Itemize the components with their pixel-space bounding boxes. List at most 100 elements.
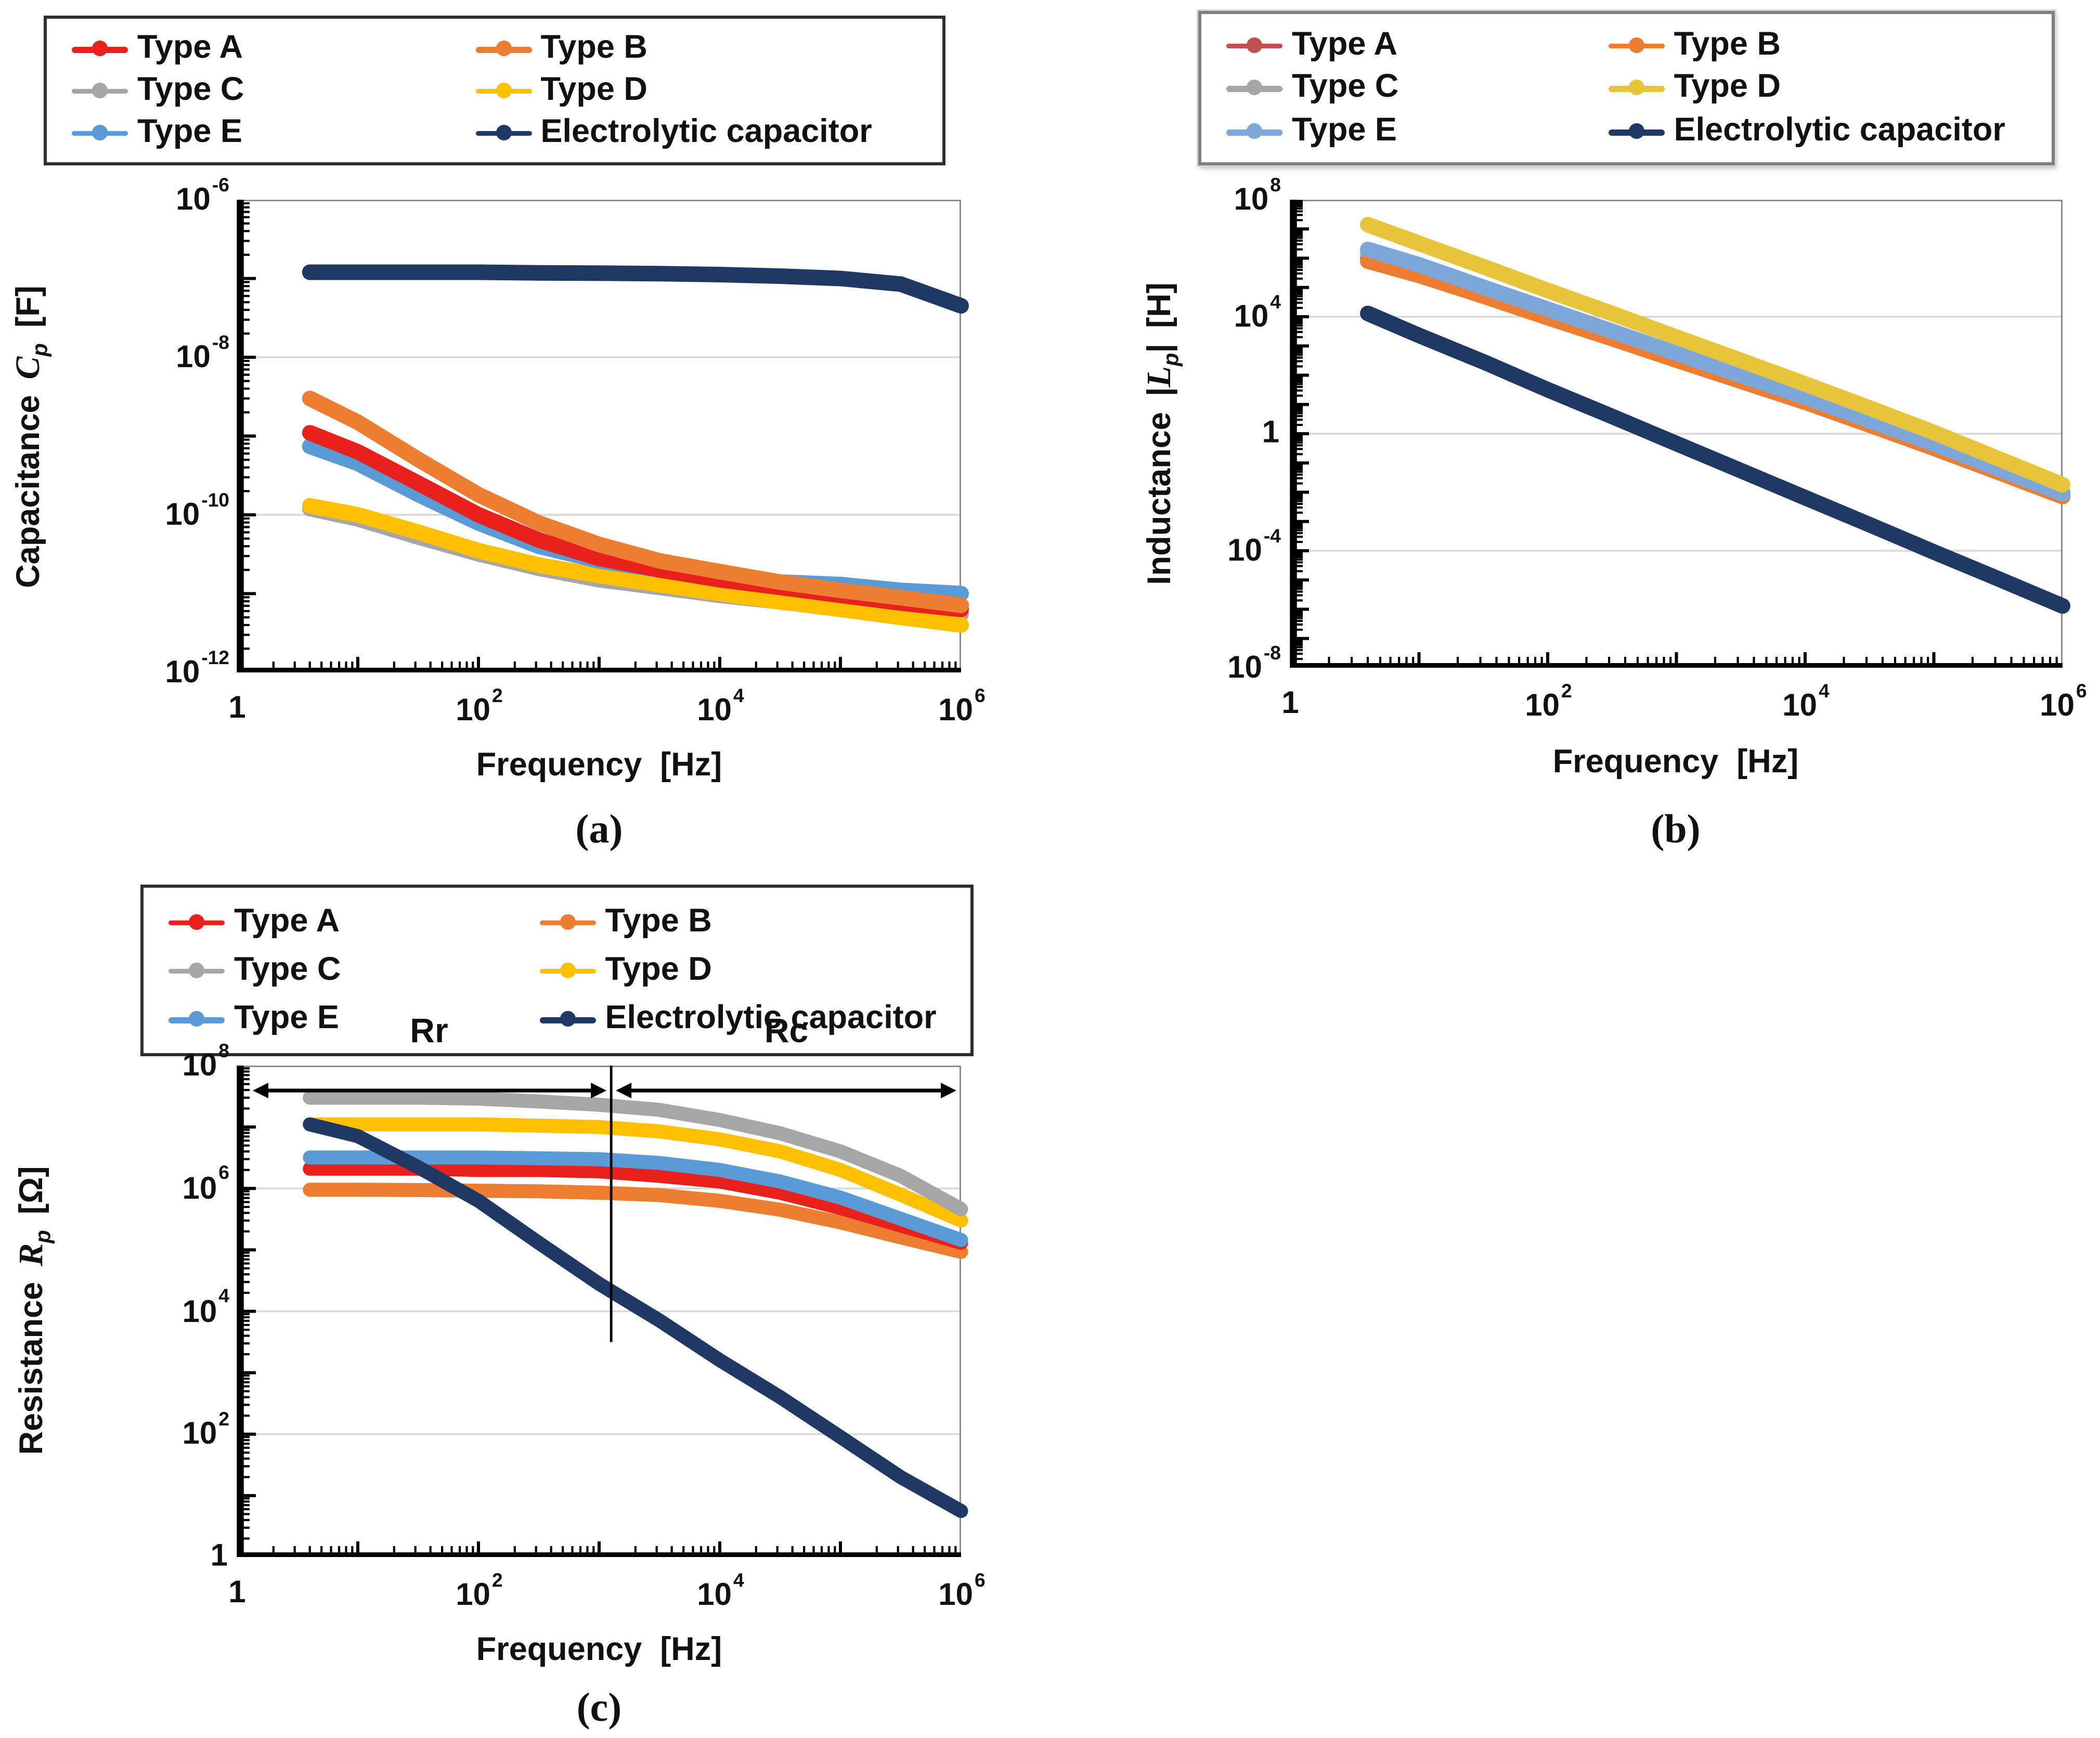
y-tick-label: 10 -8 xyxy=(1227,642,1281,685)
legend-marker-icon xyxy=(1608,79,1665,97)
legend-marker-icon xyxy=(475,40,532,58)
legend-label: Type C xyxy=(1292,69,1399,106)
x-axis-title: Frequency [Hz] xyxy=(476,1632,722,1668)
y-tick-label: 1 xyxy=(210,1539,228,1574)
legend-chart-a: Type A Type B Type C Type D Type E Electrolyt… xyxy=(44,16,945,165)
legend-item: Type A xyxy=(168,901,539,942)
region-label-rc: Rc xyxy=(764,1011,809,1050)
x-tick-label: 1 xyxy=(1281,686,1299,721)
y-axis-title: ResistanceRp[Ω] xyxy=(11,1166,55,1455)
legend-marker-icon xyxy=(539,912,596,931)
legend-chart-b: Type A Type B Type C Type D Type E Electrolyt… xyxy=(1198,11,2055,165)
legend-label: Type B xyxy=(540,30,647,66)
y-tick-label: 10 -4 xyxy=(1227,525,1281,568)
plot-area-c xyxy=(237,1066,968,1557)
x-tick-label: 10 6 xyxy=(938,684,986,728)
y-tick-label: 10 4 xyxy=(182,1285,229,1329)
legend-item: Electrolytic capacitor xyxy=(1608,111,2039,151)
x-tick-label: 10 4 xyxy=(1782,680,1830,723)
legend-marker-icon xyxy=(475,81,532,100)
legend-item: Type D xyxy=(539,950,958,991)
y-tick-label: 1 xyxy=(1262,416,1279,450)
legend-marker-icon xyxy=(72,81,128,100)
y-tick-label: 10 8 xyxy=(182,1040,229,1083)
legend-marker-icon xyxy=(1226,79,1282,97)
legend-item: Type C xyxy=(168,950,539,991)
legend-marker-icon xyxy=(539,1010,596,1029)
legend-marker-icon xyxy=(1226,122,1282,140)
legend-item: Type E xyxy=(72,112,475,152)
legend-item: Type E xyxy=(1226,111,1609,151)
plot-area-b xyxy=(1290,200,2070,668)
y-tick-label: 10 -12 xyxy=(165,646,229,690)
series-line-type-e xyxy=(1360,241,2070,502)
y-tick-label: 10 -8 xyxy=(176,331,229,375)
legend-item: Type E xyxy=(168,999,539,1040)
y-tick-label: 10 6 xyxy=(182,1162,229,1207)
legend-label: Type A xyxy=(234,902,340,939)
legend-label: Type C xyxy=(234,951,341,988)
legend-label: Type D xyxy=(1674,69,1781,106)
legend-marker-icon xyxy=(168,912,225,931)
series-line-type-d xyxy=(302,498,969,633)
legend-item: Type A xyxy=(1226,24,1609,65)
series-line-electrolytic-capacitor xyxy=(303,1117,968,1518)
chart-caption: (c) xyxy=(576,1685,622,1730)
legend-label: Electrolytic capacitor xyxy=(605,1000,937,1036)
legend-marker-icon xyxy=(168,1010,225,1029)
legend-marker-icon xyxy=(1608,35,1665,54)
legend-label: Electrolytic capacitor xyxy=(1674,112,2005,149)
series-line-type-d xyxy=(1360,217,2070,493)
legend-marker-icon xyxy=(72,123,128,141)
legend-chart-c: Type A Type B Type C Type D Type E Electrolyt… xyxy=(140,885,974,1056)
legend-item: Type B xyxy=(1608,24,2039,65)
x-tick-label: 1 xyxy=(228,1576,246,1610)
series-line-type-b xyxy=(302,391,969,613)
legend-item: Type B xyxy=(539,901,958,942)
x-axis-title: Frequency [Hz] xyxy=(476,747,722,783)
chart-caption: (a) xyxy=(575,807,623,852)
x-tick-label: 10 4 xyxy=(697,684,744,728)
x-tick-label: 1 xyxy=(228,691,246,725)
legend-label: Type E xyxy=(234,1000,339,1036)
legend-label: Type A xyxy=(1292,26,1398,62)
y-axis-title: CapacitanceCp[F] xyxy=(8,286,52,588)
legend-label: Type A xyxy=(137,30,243,66)
x-tick-label: 10 2 xyxy=(456,684,503,728)
legend-label: Type B xyxy=(1674,26,1781,62)
x-tick-label: 10 4 xyxy=(697,1569,744,1613)
series-line-type-b xyxy=(303,1183,968,1259)
legend-item: Type C xyxy=(72,70,475,111)
x-axis-title: Frequency [Hz] xyxy=(1552,744,1799,780)
legend-item: Electrolytic capacitor xyxy=(475,112,930,152)
legend-marker-icon xyxy=(475,123,532,141)
series-line-type-d xyxy=(303,1117,968,1228)
x-tick-label: 10 6 xyxy=(938,1569,986,1613)
legend-item: Type D xyxy=(475,70,930,111)
region-label-rr: Rr xyxy=(410,1011,448,1050)
y-tick-label: 10 -6 xyxy=(176,174,229,217)
legend-item: Type A xyxy=(72,29,475,69)
legend-marker-icon xyxy=(168,961,225,980)
y-tick-label: 10 -10 xyxy=(165,489,229,533)
legend-item: Type D xyxy=(1608,68,2039,108)
y-tick-label: 10 4 xyxy=(1234,291,1281,334)
series-line-electrolytic-capacitor xyxy=(302,264,969,314)
legend-label: Type D xyxy=(605,951,712,988)
x-tick-label: 10 2 xyxy=(1525,680,1572,723)
legend-item: Type C xyxy=(1226,68,1609,108)
x-tick-label: 10 2 xyxy=(456,1569,503,1613)
chart-caption: (b) xyxy=(1651,807,1701,852)
legend-marker-icon xyxy=(72,40,128,58)
plot-area-a xyxy=(237,200,969,672)
series-line-type-c xyxy=(303,1091,968,1216)
legend-marker-icon xyxy=(1226,35,1282,54)
legend-item: Electrolytic capacitor xyxy=(539,999,958,1040)
series-line-electrolytic-capacitor xyxy=(1360,305,2070,614)
legend-marker-icon xyxy=(539,961,596,980)
legend-label: Type D xyxy=(540,71,647,108)
legend-label: Type E xyxy=(1292,112,1397,149)
legend-item: Type B xyxy=(475,29,930,69)
legend-label: Electrolytic capacitor xyxy=(540,113,872,149)
